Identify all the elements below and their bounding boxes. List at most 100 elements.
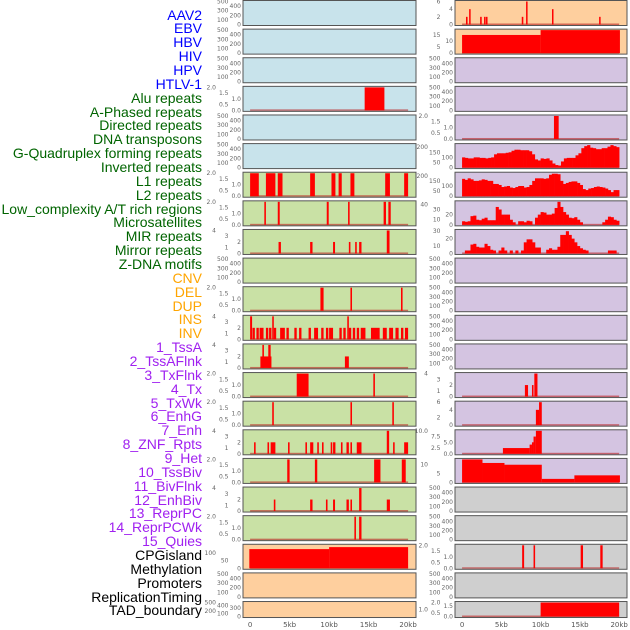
left-panel-frame (242, 343, 417, 370)
track-labels: AAV2 EBV HBV HIV HPV HTLV-1 Alu repeats A-Phase… (0, 0, 203, 630)
data-bar (359, 241, 362, 254)
data-bar (540, 602, 620, 617)
data-bar (546, 178, 550, 197)
row-label: DNA transposons (93, 131, 202, 148)
x-tick-label: 15kb (360, 621, 378, 629)
y-tick-label: 0 (449, 193, 453, 200)
y-tick-label: 0.5 (219, 531, 229, 538)
data-bar (280, 327, 285, 340)
right-panel-background (455, 315, 627, 341)
y-tick-label: 0 (449, 365, 453, 372)
data-bar (467, 158, 472, 168)
left-panel-frame (242, 601, 417, 619)
y-tick-label: 500 (429, 256, 441, 263)
y-tick-label: 2.0 (206, 199, 216, 206)
data-bar (501, 214, 505, 225)
y-tick-label: 500 (217, 142, 229, 149)
y-tick-label: 4 (449, 6, 453, 13)
left-panel-frame (242, 572, 417, 599)
y-tick-label: 0 (237, 79, 241, 86)
data-bar (509, 219, 513, 225)
row-label: G-Quadruplex forming repeats (12, 145, 202, 162)
y-tick-label: 300 (230, 605, 242, 612)
y-tick-label: 0 (449, 422, 453, 429)
y-tick-label: 4 (212, 428, 216, 435)
y-tick-label: 0 (449, 79, 453, 86)
data-bar (537, 178, 541, 197)
y-tick-label: 1.0 (231, 182, 241, 189)
row-label: CNV (172, 269, 202, 286)
data-bar (596, 186, 600, 197)
y-tick-label: 400 (442, 89, 454, 96)
data-bar (528, 151, 533, 168)
y-tick-label: 3 (437, 376, 441, 383)
data-bar (333, 442, 336, 454)
y-tick-label: 50 (433, 159, 441, 166)
data-bar (546, 158, 550, 168)
row-label: 6_EnhG (150, 408, 202, 425)
data-bar (591, 188, 595, 197)
y-tick-label: 1 (437, 388, 441, 395)
data-bar (385, 173, 390, 197)
data-bar (333, 241, 336, 254)
y-tick-label: 0 (449, 222, 453, 229)
data-bar (499, 153, 504, 168)
y-tick-label: 2 (449, 382, 453, 389)
x-tick-label: 0 (248, 621, 252, 629)
y-tick-label: 1.5 (219, 519, 229, 526)
y-tick-label: 400 (442, 347, 454, 354)
data-bar (359, 516, 362, 540)
baseline (250, 510, 409, 512)
y-tick-label: 0 (449, 594, 453, 601)
y-tick-label: 0.5 (219, 474, 229, 481)
y-tick-label: 0.0 (231, 222, 241, 229)
y-tick-label: 30 (433, 207, 441, 214)
data-bar (478, 180, 483, 197)
data-bar (537, 247, 541, 254)
data-bar (476, 180, 480, 197)
data-bar (549, 174, 553, 197)
data-bar (467, 221, 471, 225)
y-tick-label: 100 (217, 274, 229, 281)
data-bar (490, 180, 494, 197)
y-tick-label: 4 (424, 371, 428, 378)
data-bar (268, 344, 271, 368)
data-bar (310, 442, 314, 454)
data-bar (523, 150, 527, 168)
y-tick-label: 1.0 (231, 525, 241, 532)
data-bar (599, 187, 603, 197)
row-label: 5_TxWk (150, 394, 202, 411)
y-tick-label: 100 (205, 550, 217, 557)
row-label: AAV2 (167, 6, 202, 23)
data-bar (374, 459, 381, 483)
data-bar (340, 442, 343, 454)
left-panel-background (243, 401, 416, 427)
data-bar (273, 499, 276, 512)
data-bar (610, 250, 614, 254)
data-bar (557, 246, 561, 254)
y-tick-label: 200 (442, 98, 454, 105)
data-bar (330, 442, 333, 454)
data-bar (485, 158, 489, 168)
y-tick-label: 0.5 (431, 560, 441, 567)
left-panel-background (243, 286, 416, 312)
data-bar (395, 327, 399, 340)
y-tick-label: 100 (217, 74, 229, 81)
baseline (250, 395, 409, 398)
data-bar (546, 214, 550, 225)
data-bar (604, 148, 608, 168)
x-tick-label: 20kb (610, 621, 628, 629)
row-label: 14_ReprPCWk (108, 519, 202, 536)
row-label: MIR repeats (125, 228, 202, 245)
y-tick-label: 0 (237, 451, 241, 458)
data-bar (278, 241, 281, 254)
data-bar (526, 1, 528, 25)
data-bar (321, 327, 324, 340)
data-bar (386, 499, 390, 512)
data-bar (581, 148, 585, 168)
left-panel-frame (242, 457, 417, 484)
baseline (250, 309, 409, 312)
data-bar (595, 149, 600, 168)
y-tick-label: 5 (437, 471, 441, 478)
left-panel-background (243, 343, 416, 369)
